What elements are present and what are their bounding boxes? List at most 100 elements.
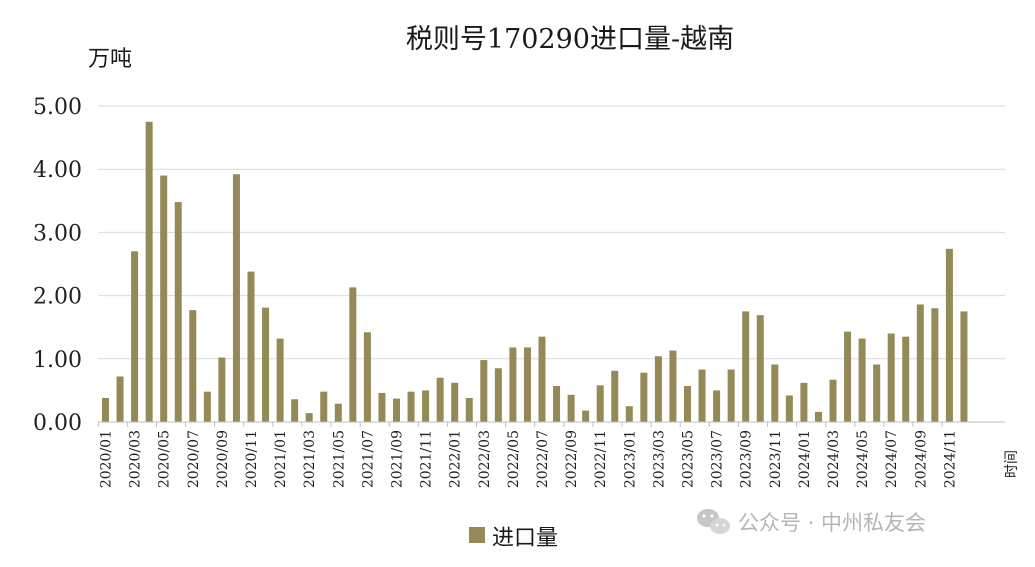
x-tick-label: 2022/03 — [477, 430, 493, 488]
x-tick-label: 2024/05 — [855, 430, 871, 488]
x-axis-label: 时间 — [1004, 450, 1020, 478]
x-tick-label: 2022/05 — [506, 430, 522, 488]
bar — [305, 413, 313, 422]
bar — [349, 287, 357, 422]
bar — [451, 382, 459, 422]
bar — [232, 174, 240, 422]
bar — [131, 251, 139, 422]
bar — [611, 370, 619, 422]
x-tick-label: 2021/11 — [419, 430, 435, 488]
x-tick-label: 2022/01 — [448, 430, 464, 488]
legend: 进口量 — [469, 526, 558, 551]
bar — [669, 350, 677, 422]
x-tick-label: 2024/01 — [797, 430, 813, 488]
x-tick-label: 2023/01 — [622, 430, 638, 488]
x-tick-label: 2024/07 — [884, 430, 900, 488]
bar — [393, 398, 400, 422]
bar — [684, 385, 691, 422]
x-tick-label: 2022/07 — [535, 430, 551, 488]
bar — [174, 202, 182, 422]
bar — [640, 372, 648, 422]
x-tick-label: 2023/09 — [739, 430, 755, 488]
bar — [189, 310, 197, 422]
watermark: 公众号 · 中州私友会 — [697, 509, 926, 535]
bar — [480, 360, 488, 422]
bar — [654, 356, 662, 422]
bar — [902, 336, 910, 422]
y-tick-label: 5.00 — [33, 95, 82, 120]
x-tick-label: 2021/05 — [331, 430, 347, 488]
bar — [625, 406, 633, 422]
bar — [844, 331, 852, 422]
bar — [247, 271, 255, 422]
x-tick-label: 2020/11 — [244, 430, 260, 488]
x-tick-label: 2020/03 — [128, 430, 144, 488]
y-tick-label: 3.00 — [33, 221, 82, 246]
x-tick-label: 2021/03 — [302, 430, 318, 488]
bar — [829, 379, 837, 422]
bar — [960, 311, 968, 422]
bar — [713, 390, 721, 422]
wechat-icon — [697, 509, 730, 534]
watermark-text: 公众号 · 中州私友会 — [738, 511, 926, 535]
x-tick-label: 2024/11 — [942, 430, 958, 488]
bar — [334, 403, 342, 422]
bar — [553, 385, 561, 422]
bar — [262, 307, 270, 422]
bar — [582, 410, 590, 422]
bar — [160, 175, 168, 422]
x-tick-label: 2023/05 — [681, 430, 697, 488]
bar — [203, 391, 211, 422]
bar — [523, 347, 531, 422]
bar — [814, 411, 822, 422]
bar — [407, 391, 415, 422]
bars — [102, 121, 968, 423]
x-tick-label: 2020/07 — [186, 430, 202, 488]
x-tick-label: 2020/01 — [99, 430, 115, 488]
bar — [276, 338, 284, 422]
chart-title: 税则号170290进口量-越南 — [406, 24, 734, 55]
x-tick-label: 2022/11 — [593, 430, 609, 488]
y-tick-label: 1.00 — [33, 348, 82, 373]
bar — [698, 369, 706, 422]
x-tick-label: 2023/07 — [710, 430, 726, 488]
bar — [494, 368, 502, 422]
bar — [116, 376, 124, 422]
bar — [727, 369, 735, 422]
bar — [800, 382, 808, 422]
bar — [465, 397, 473, 422]
bar — [378, 392, 386, 422]
x-tick-label: 2021/01 — [273, 430, 289, 488]
bar — [567, 394, 575, 422]
bar — [756, 315, 764, 422]
bar — [509, 347, 517, 422]
x-tick-label: 2024/09 — [913, 430, 929, 488]
x-tick-label: 2021/07 — [360, 430, 376, 488]
bar — [363, 332, 371, 422]
bar — [771, 364, 779, 422]
bar — [218, 357, 226, 422]
y-tick-label: 4.00 — [33, 158, 82, 183]
x-tick-label: 2023/03 — [651, 430, 667, 488]
bar — [887, 333, 895, 422]
legend-swatch — [469, 527, 485, 543]
bar — [931, 308, 939, 422]
bar — [291, 399, 299, 422]
bar — [320, 391, 328, 422]
bar — [916, 304, 924, 422]
bar — [742, 311, 750, 422]
bar — [785, 395, 793, 422]
bar — [858, 338, 866, 422]
x-tick-label: 2022/09 — [564, 430, 580, 488]
y-tick-label: 2.00 — [33, 285, 82, 310]
x-tick-label: 2020/09 — [215, 430, 231, 488]
bar — [436, 377, 444, 422]
bar — [422, 390, 430, 422]
x-tick-label: 2020/05 — [157, 430, 173, 488]
bar — [873, 364, 881, 422]
bar — [145, 121, 153, 423]
axes: 0.00 1.00 2.00 3.00 4.00 5.00 2020/01 2020/03 20… — [33, 95, 1005, 488]
x-tick-label: 2023/11 — [768, 430, 784, 488]
